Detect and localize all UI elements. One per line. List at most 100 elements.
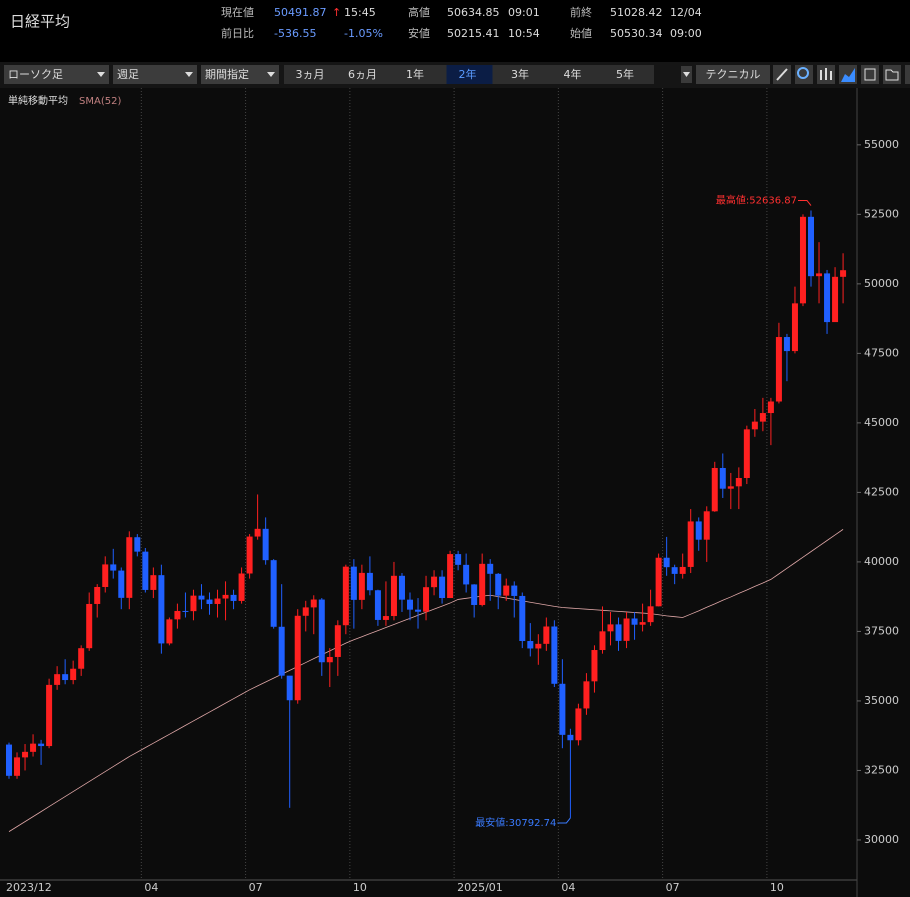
dropdown-arrow (267, 72, 275, 77)
quote-value: 51028.42 (610, 6, 663, 19)
y-tick-label: 55000 (864, 138, 899, 151)
candle-body (711, 467, 718, 512)
quote-label: 安値 (408, 26, 430, 40)
x-tick-label: 07 (249, 881, 263, 894)
more-icon[interactable] (905, 65, 910, 84)
candle-body (134, 537, 141, 552)
candle-body (559, 683, 566, 735)
period-button[interactable]: 5年 (616, 67, 634, 81)
candle-body (623, 618, 630, 641)
quote-value: 50530.34 (610, 27, 663, 40)
candle-body (791, 303, 798, 352)
area (841, 68, 855, 82)
candle-body (366, 572, 373, 591)
y-tick-label: 47500 (864, 346, 899, 359)
candle-body (342, 566, 349, 626)
period-button[interactable]: 3年 (511, 67, 529, 81)
icons (681, 65, 910, 84)
candle-body (551, 626, 558, 684)
dropdown-label: ローソク足 (8, 68, 63, 81)
y-tick-label: 30000 (864, 833, 899, 846)
candle-body (254, 528, 261, 537)
low-arrow (557, 817, 571, 824)
candle-body (824, 273, 831, 323)
candle-body (783, 337, 790, 352)
period-button[interactable]: 6ヵ月 (348, 68, 377, 81)
dropdown[interactable] (113, 65, 197, 84)
high-annotation: 最高値:52636.87 (716, 194, 797, 207)
technical-button[interactable] (696, 65, 770, 84)
candle-body (639, 622, 646, 625)
y-tick-label: 35000 (864, 694, 899, 707)
candle-body (599, 631, 606, 651)
candle-body (350, 566, 357, 600)
candle-body (182, 610, 189, 612)
candle-body (487, 563, 494, 574)
candle-body (166, 619, 173, 644)
candle-body (607, 624, 614, 632)
candle-body (374, 590, 381, 620)
y-tick-label: 37500 (864, 624, 899, 637)
candle-body (615, 624, 622, 641)
period-button[interactable]: 2年 (459, 67, 477, 81)
period-button[interactable]: 4年 (564, 67, 582, 81)
y-tick-label: 45000 (864, 416, 899, 429)
candle-body (62, 674, 69, 681)
candle-body (38, 743, 45, 747)
candle-body (439, 576, 446, 599)
candle-body (775, 337, 782, 402)
x-tick-label: 10 (770, 881, 784, 894)
candle-body (808, 216, 814, 277)
technical-label: テクニカル (706, 68, 761, 81)
high-arrow (798, 200, 812, 206)
candle-body (390, 575, 397, 617)
candle-body (286, 675, 293, 701)
dropdown-arrow (97, 72, 105, 77)
save-icon[interactable] (861, 65, 879, 84)
candle-body (687, 521, 694, 567)
candle-body (535, 643, 542, 649)
dropdown[interactable] (4, 65, 109, 84)
period-button[interactable]: 3ヵ月 (296, 68, 325, 81)
quote-value: 50634.85 (447, 6, 500, 19)
dropdown[interactable] (201, 65, 279, 84)
candle-body (631, 618, 638, 625)
candle-body (198, 595, 205, 600)
candle-body (318, 599, 325, 663)
candle-body (735, 477, 742, 487)
candle-body (816, 273, 823, 277)
candle-body (86, 603, 93, 649)
candle-body (126, 537, 133, 598)
candle-body (591, 650, 598, 682)
candle-body (840, 270, 847, 277)
dropdown-label: 期間指定 (205, 67, 249, 81)
candle-body (719, 467, 726, 489)
folder (885, 69, 899, 81)
candle-body (222, 594, 229, 599)
legend-sma: SMA(52) (79, 96, 121, 107)
quote-value: 50491.87 (274, 6, 327, 19)
x-tick-label: 04 (144, 881, 158, 894)
candle-body (455, 554, 462, 565)
candle-body (6, 744, 12, 776)
period-button[interactable]: 1年 (406, 67, 424, 81)
quote-label: 前終 (570, 5, 592, 19)
dropdown-arrow (185, 72, 193, 77)
dropdown-label: 週足 (117, 68, 139, 81)
y-tick-label: 40000 (864, 555, 899, 568)
disk (864, 68, 876, 81)
candle-body (246, 536, 253, 574)
candle-body (527, 641, 534, 649)
period-selected[interactable] (446, 65, 493, 84)
candle-body (142, 551, 149, 590)
candle-body (310, 599, 317, 608)
candle-body (759, 413, 766, 422)
candle-body (832, 276, 839, 323)
candle-body (655, 557, 662, 607)
candle-body (583, 681, 590, 709)
candle-body (326, 656, 333, 663)
quote-extra: 10:54 (508, 27, 540, 40)
x-tick-label: 10 (353, 881, 367, 894)
candle-body (679, 566, 686, 574)
